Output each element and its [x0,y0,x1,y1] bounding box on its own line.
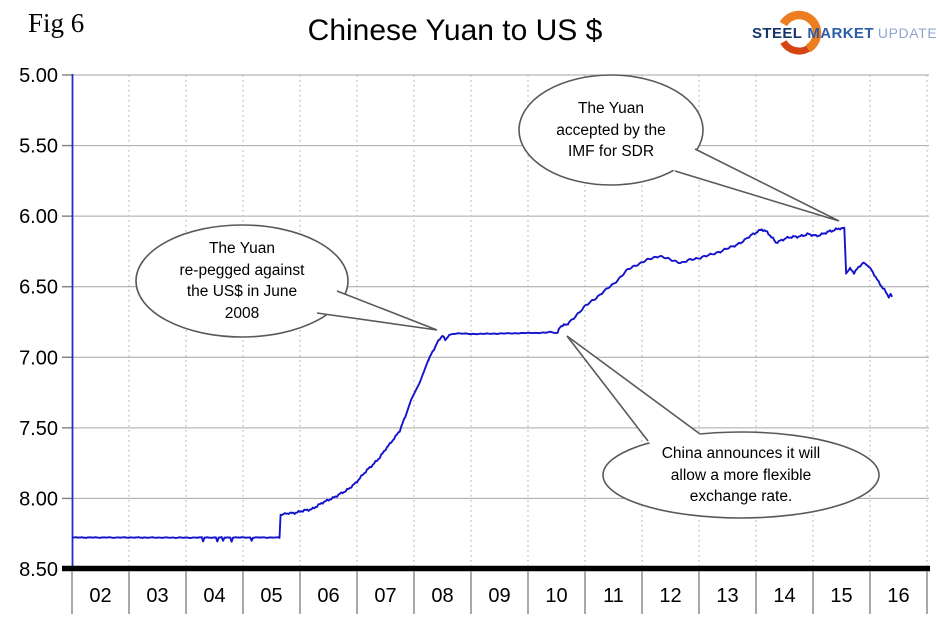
steel-market-update-logo: STEEL MARKET UPDATE [752,8,937,60]
logo-word-update: UPDATE [877,25,938,41]
callout-bubble-flexible-tail-fill [567,336,716,454]
callout-bubble-imf-sdr-tail-fill [650,138,839,221]
y-tick-label: 5.50 [19,136,58,158]
x-tick-label: 15 [830,585,852,607]
callout-imf-sdr: The Yuan accepted by the IMF for SDR [556,100,666,160]
y-tick-label: 7.00 [19,347,58,369]
x-tick-label: 03 [146,585,168,607]
callout-bubble-repegged [135,224,349,338]
y-tick-label: 6.00 [19,206,58,228]
y-tick-label: 6.50 [19,277,58,299]
x-tick-label: 13 [716,585,738,607]
x-tick-label: 10 [545,585,567,607]
figure-number-label: Fig 6 [28,8,85,38]
y-tick-label: 8.50 [19,559,58,581]
x-tick-label: 11 [603,585,624,607]
logo-text: STEEL MARKET UPDATE [752,25,937,43]
x-tick-label: 06 [317,585,339,607]
callout-repegged-2008: The Yuan re-pegged against the US$ in Ju… [179,240,305,322]
x-tick-label: 12 [659,585,681,607]
callout-bubble-flexible-tail [566,335,701,442]
x-tick-label: 05 [260,585,282,607]
exchange-rate-line [71,226,894,543]
x-tick-label: 04 [203,585,225,607]
callout-bubble-repegged-tail [316,290,438,331]
x-tick-label: 08 [431,585,453,607]
x-tick-label: 07 [374,585,396,607]
callout-flexible-rate: China announces it will allow a more fle… [661,445,821,505]
callout-bubble-flexible [602,431,880,519]
callout-bubble-repegged-tail-fill [299,285,437,330]
logo-crescent-icon [779,10,822,55]
y-tick-label: 5.00 [19,65,58,87]
callout-bubble-imf-sdr-tail [674,148,840,222]
y-tick-label: 8.00 [19,488,58,510]
logo-word-market: MARKET [807,25,874,42]
x-tick-label: 02 [89,585,111,607]
x-tick-label: 14 [773,585,795,607]
logo-word-steel: STEEL [752,25,803,42]
x-tick-label: 09 [488,585,510,607]
x-tick-label: 16 [887,585,909,607]
y-tick-label: 7.50 [19,418,58,440]
chart-title: Chinese Yuan to US $ [307,14,603,47]
